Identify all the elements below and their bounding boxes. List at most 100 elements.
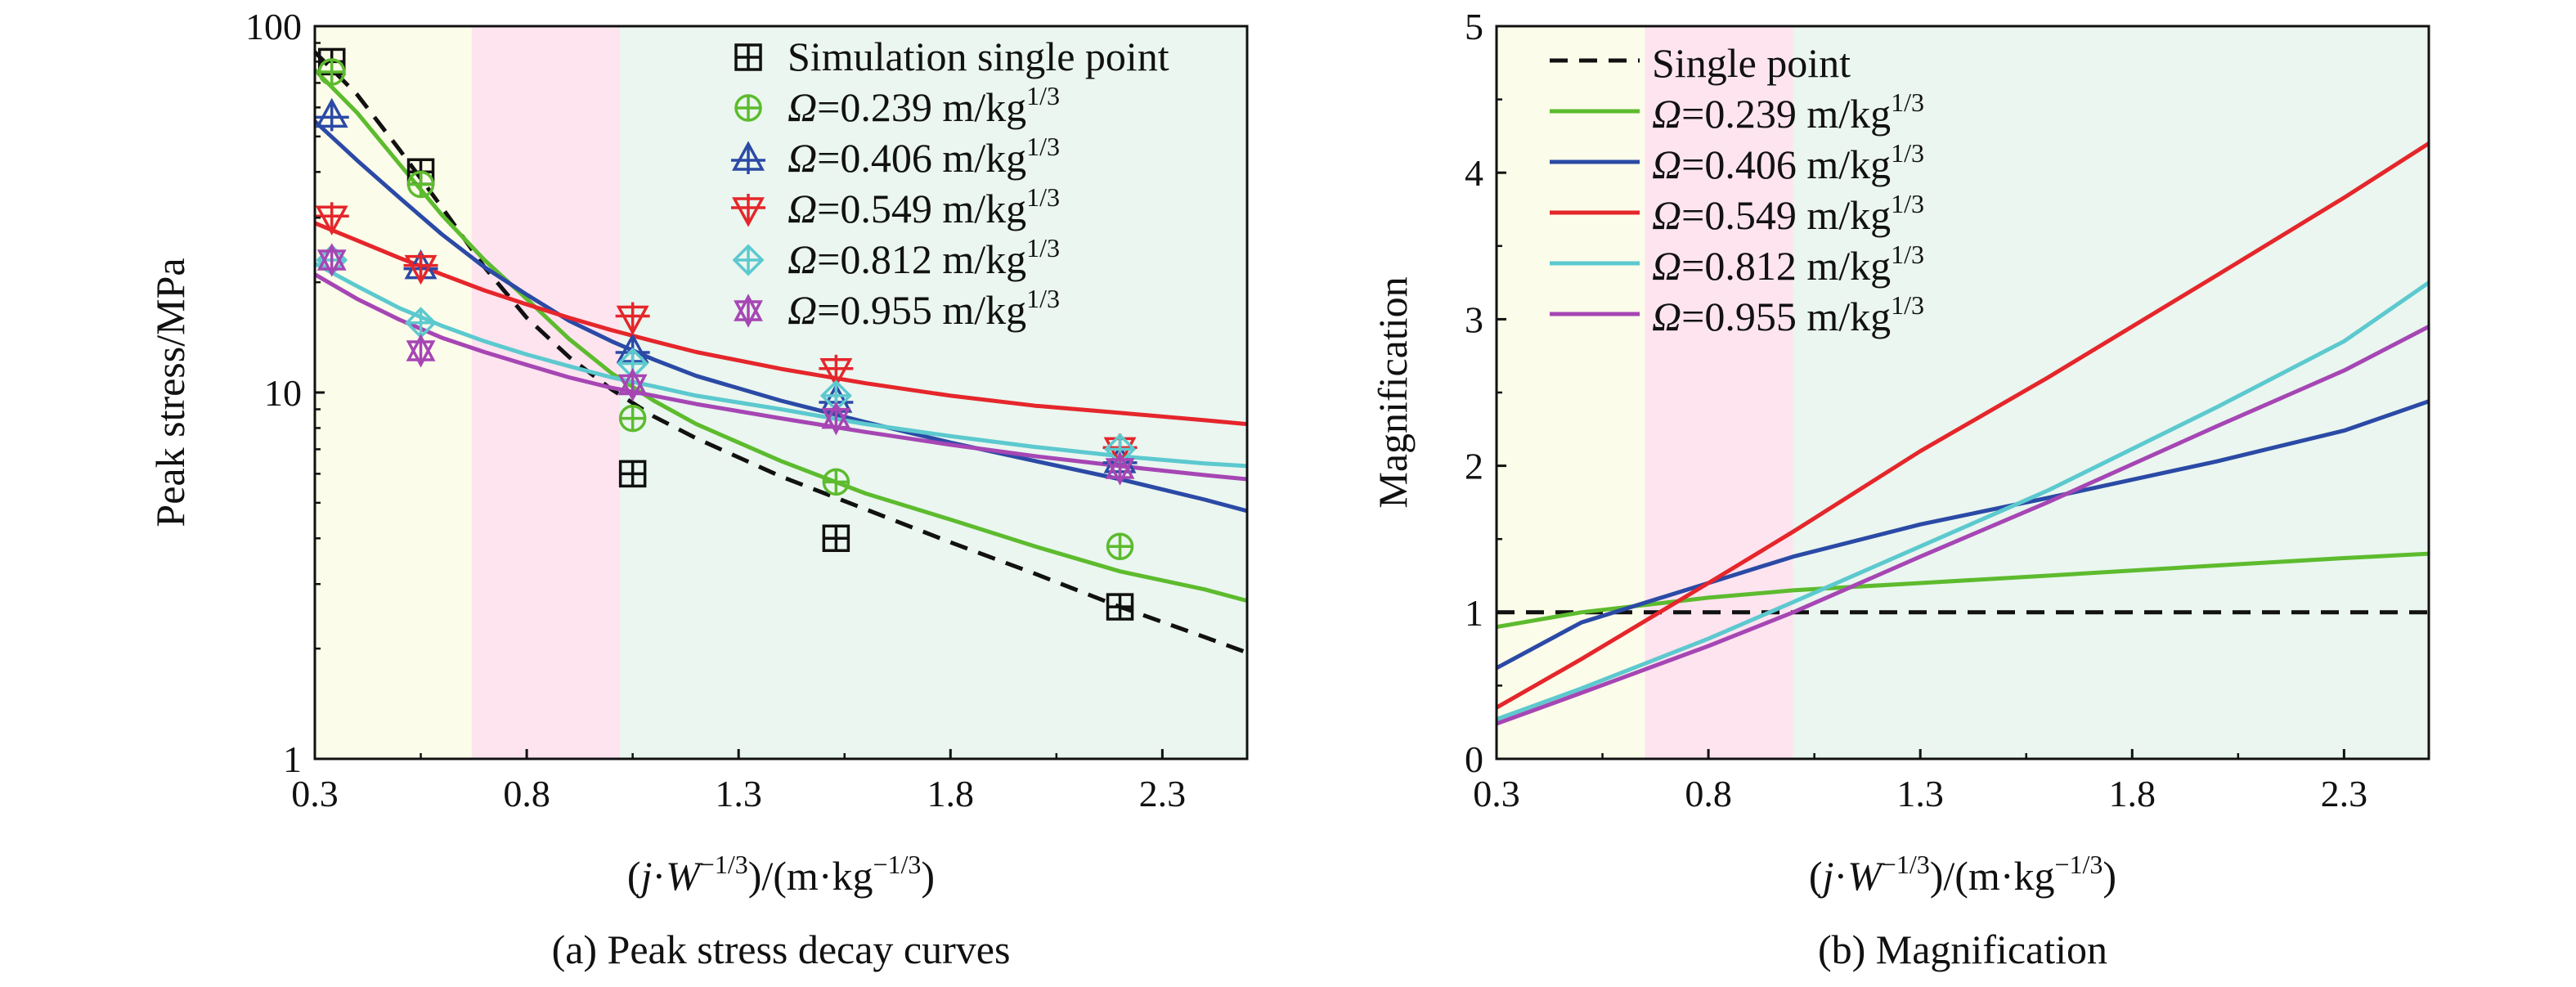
background-band-1 <box>1645 26 1793 759</box>
y-tick-label-0: 0 <box>1465 738 1483 780</box>
legend-value: =0.549 m/kg <box>1681 192 1891 238</box>
x-axis-label-part-5: )/(m·kg <box>1930 853 2055 899</box>
legend-exponent: 1/3 <box>1891 290 1924 320</box>
series-line-1 <box>313 68 1248 603</box>
legend-value: =0.549 m/kg <box>817 186 1026 231</box>
chart-panel-a: 0.3 0.8 1.3 1.8 2.3 1 10 100 Peak stress/MPa (j·W… <box>147 6 1249 972</box>
panel-caption: (a) Peak stress decay curves <box>552 926 1011 972</box>
legend-omega: Ω <box>1652 294 1681 339</box>
legend-omega: Ω <box>788 287 817 333</box>
x-axis-label: (j·W−1/3)/(m·kg−1/3) <box>1809 850 2116 899</box>
series-line-5 <box>1496 325 2430 726</box>
x-axis-label-part-0: ( <box>1809 853 1823 899</box>
x-tick-label-1: 0.8 <box>1685 773 1732 814</box>
legend-label-0: Single point <box>1652 40 1851 86</box>
series-line-5 <box>313 272 1248 482</box>
x-tick-label-4: 2.3 <box>1139 773 1187 814</box>
x-axis-label-part-0: ( <box>627 853 641 899</box>
y-axis-label: Peak stress/MPa <box>147 258 193 527</box>
legend-label-1: Ω=0.239 m/kg1/3 <box>788 81 1060 130</box>
x-axis-label-part-7: ) <box>2103 853 2116 899</box>
legend-label-0: Simulation single point <box>788 34 1169 79</box>
legend-exponent: 1/3 <box>1891 138 1924 168</box>
legend-label-1: Ω=0.239 m/kg1/3 <box>1652 87 1924 137</box>
legend-value: =0.239 m/kg <box>1681 91 1891 137</box>
x-axis-label: (j·W−1/3)/(m·kg−1/3) <box>627 850 935 899</box>
legend-omega: Ω <box>1652 141 1681 187</box>
x-tick-label-3: 1.8 <box>927 773 975 814</box>
series-line-4 <box>313 261 1248 469</box>
x-axis-label-part-2: · <box>652 853 666 899</box>
x-tick-label-1: 0.8 <box>503 773 550 814</box>
legend-label-5: Ω=0.955 m/kg1/3 <box>1652 290 1924 339</box>
y-tick-label-0: 1 <box>283 738 302 780</box>
x-axis-label-part-5: )/(m·kg <box>748 853 873 899</box>
y-tick-label-3: 3 <box>1465 298 1483 340</box>
x-axis-label-part-6: −1/3 <box>873 850 921 879</box>
legend-exponent: 1/3 <box>1026 182 1060 212</box>
background-band-1 <box>471 26 621 759</box>
legend-label-5: Ω=0.955 m/kg1/3 <box>788 284 1060 333</box>
x-axis-label-part-3: W <box>666 853 703 899</box>
legend-value: Single point <box>1652 40 1851 86</box>
chart-panel-b: 0.3 0.8 1.3 1.8 2.3 0 1 2 3 4 5 Magnification (j·W−1… <box>1370 6 2430 972</box>
legend-omega: Ω <box>788 135 817 181</box>
x-axis-label-part-7: ) <box>921 853 935 899</box>
series-line-2 <box>1495 399 2430 671</box>
x-tick-label-3: 1.8 <box>2109 773 2156 814</box>
x-tick-label-0: 0.3 <box>1473 773 1520 814</box>
legend-value: Simulation single point <box>788 34 1169 79</box>
y-tick-label-1: 10 <box>264 372 302 414</box>
y-tick-label-5: 5 <box>1465 6 1483 47</box>
series-line-0 <box>313 50 1248 655</box>
x-tick-label-2: 1.3 <box>715 773 762 814</box>
legend-label-4: Ω=0.812 m/kg1/3 <box>788 233 1060 282</box>
legend-value: =0.955 m/kg <box>817 287 1026 333</box>
legend-exponent: 1/3 <box>1026 81 1060 110</box>
legend-exponent: 1/3 <box>1891 240 1924 269</box>
legend-value: =0.406 m/kg <box>817 135 1026 181</box>
background-band-0 <box>1497 26 1645 759</box>
series-line-2 <box>313 119 1248 514</box>
legend-omega: Ω <box>788 186 817 231</box>
series-line-3 <box>1495 141 2430 710</box>
legend-value: =0.239 m/kg <box>817 84 1026 130</box>
y-tick-label-2: 100 <box>245 6 302 47</box>
legend-omega: Ω <box>1652 91 1681 137</box>
x-tick-label-0: 0.3 <box>291 773 339 814</box>
y-tick-label-1: 1 <box>1465 592 1483 634</box>
y-tick-label-4: 4 <box>1465 152 1483 194</box>
x-tick-label-2: 1.3 <box>1896 773 1944 814</box>
series-line-4 <box>1496 280 2430 721</box>
legend-exponent: 1/3 <box>1026 284 1060 313</box>
x-axis-label-part-2: · <box>1833 853 1847 899</box>
x-tick-label-4: 2.3 <box>2321 773 2368 814</box>
legend-omega: Ω <box>1652 192 1681 238</box>
panel-caption: (b) Magnification <box>1818 926 2107 972</box>
legend-value: =0.406 m/kg <box>1681 141 1891 187</box>
legend-label-2: Ω=0.406 m/kg1/3 <box>788 132 1060 181</box>
legend-exponent: 1/3 <box>1891 189 1924 218</box>
legend-exponent: 1/3 <box>1026 132 1060 161</box>
legend-label-4: Ω=0.812 m/kg1/3 <box>1652 240 1924 289</box>
legend-omega: Ω <box>788 84 817 130</box>
legend-exponent: 1/3 <box>1891 87 1924 117</box>
legend-omega: Ω <box>1652 243 1681 289</box>
x-axis-label-part-4: −1/3 <box>1882 850 1930 879</box>
legend-label-2: Ω=0.406 m/kg1/3 <box>1652 138 1924 187</box>
legend-label-3: Ω=0.549 m/kg1/3 <box>1652 189 1924 238</box>
y-axis-label: Magnification <box>1370 276 1416 508</box>
x-axis-label-part-6: −1/3 <box>2054 850 2103 879</box>
x-axis-label-part-4: −1/3 <box>700 850 748 879</box>
legend-value: =0.812 m/kg <box>1681 243 1891 289</box>
y-tick-label-2: 2 <box>1465 446 1483 487</box>
x-axis-label-part-3: W <box>1847 853 1885 899</box>
legend-omega: Ω <box>788 236 817 282</box>
legend-value: =0.812 m/kg <box>817 236 1026 282</box>
legend-label-3: Ω=0.549 m/kg1/3 <box>788 182 1060 231</box>
legend-exponent: 1/3 <box>1026 233 1060 262</box>
legend-value: =0.955 m/kg <box>1681 294 1891 339</box>
background-band-2 <box>1793 26 2429 759</box>
background-band-0 <box>315 26 472 759</box>
